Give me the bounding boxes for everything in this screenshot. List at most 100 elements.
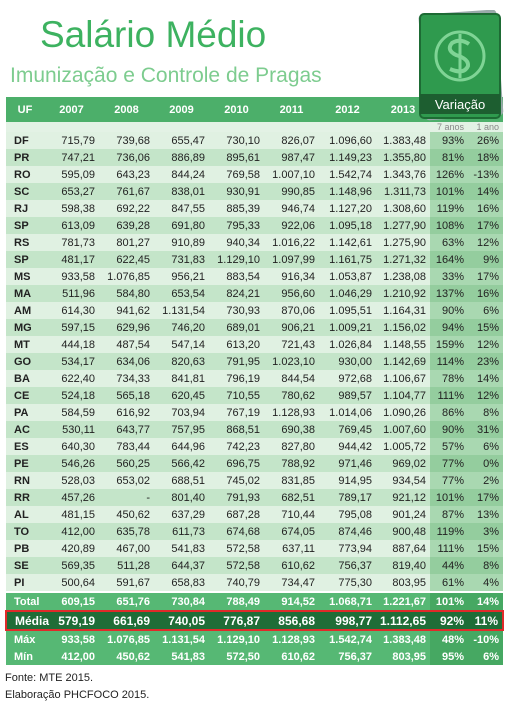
cell: 1.007,10 (264, 166, 319, 183)
summary-row: Total 609,15 651,76 730,84 788,49 914,52 1.068… (6, 593, 503, 611)
cell: 826,07 (264, 132, 319, 149)
cell: 886,89 (154, 149, 209, 166)
cell: 901,24 (376, 506, 430, 523)
cell: 944,42 (319, 438, 376, 455)
cell: 696,75 (209, 455, 264, 472)
row-label: RN (6, 472, 44, 489)
row-label: AC (6, 421, 44, 438)
cell: 721,43 (264, 336, 319, 353)
cell: 0% (468, 455, 503, 472)
cell: 922,06 (264, 217, 319, 234)
data-row: MS 933,58 1.076,85 956,21 883,54 916,34 1.053,… (6, 268, 503, 285)
cell: 63% (430, 234, 468, 251)
cell: 740,05 (154, 610, 209, 631)
cell: 796,19 (209, 370, 264, 387)
cell: 756,37 (319, 648, 376, 665)
cell: 3% (468, 523, 503, 540)
cell: 1.142,61 (319, 234, 376, 251)
cell: 1.156,02 (376, 319, 430, 336)
cell: 560,25 (99, 455, 154, 472)
data-row: RR 457,26-801,40 791,93 682,51 789,17 921,12 1… (6, 489, 503, 506)
data-row: ES 640,30 783,44 644,96 742,23 827,80 944,42 1.… (6, 438, 503, 455)
cell: 687,28 (209, 506, 264, 523)
footer-credit: Elaboração PHCFOCO 2015. (5, 689, 150, 701)
row-label: MT (6, 336, 44, 353)
cell: 565,18 (99, 387, 154, 404)
cell: 887,64 (376, 540, 430, 557)
data-row: RS 781,73 801,27 910,89 940,34 1.016,22 1.142,… (6, 234, 503, 251)
cell: 637,29 (154, 506, 209, 523)
cell: 946,74 (264, 200, 319, 217)
cell: 101% (430, 593, 468, 611)
cell: 57% (430, 438, 468, 455)
cell: 910,89 (154, 234, 209, 251)
cell: 1.277,90 (376, 217, 430, 234)
cell: 164% (430, 251, 468, 268)
cell: 1.161,75 (319, 251, 376, 268)
cell: 444,18 (44, 336, 99, 353)
cell: 595,09 (44, 166, 99, 183)
cell: 789,17 (319, 489, 376, 506)
cell: 412,00 (44, 523, 99, 540)
cell: 1.129,10 (209, 251, 264, 268)
subheader-cell (154, 122, 209, 132)
cell: 730,84 (154, 593, 209, 611)
cell: 803,95 (376, 574, 430, 591)
row-label: AL (6, 506, 44, 523)
cell: 610,62 (264, 648, 319, 665)
cell: 1.271,32 (376, 251, 430, 268)
cell: 930,00 (319, 353, 376, 370)
cell: 688,51 (154, 472, 209, 489)
cell: 934,54 (376, 472, 430, 489)
cell: 838,01 (154, 183, 209, 200)
cell: 620,45 (154, 387, 209, 404)
data-row: PR 747,21 736,06 886,89 895,61 987,47 1.149,23… (6, 149, 503, 166)
subheader-cell (99, 122, 154, 132)
cell: 941,62 (99, 302, 154, 319)
cell: 541,83 (154, 648, 209, 665)
spacer (44, 591, 99, 593)
cell: 108% (430, 217, 468, 234)
subheader-cell (264, 122, 319, 132)
cell: 644,96 (154, 438, 209, 455)
cell: 16% (468, 285, 503, 302)
cell: 610,62 (264, 557, 319, 574)
row-label: SP (6, 217, 44, 234)
cell: 159% (430, 336, 468, 353)
cell: 598,38 (44, 200, 99, 217)
cell: 1.148,55 (376, 336, 430, 353)
cell: 788,49 (209, 593, 264, 611)
header-cell: 2011 (264, 97, 319, 122)
cell: 487,54 (99, 336, 154, 353)
data-row: BA 622,40 734,33 841,81 796,19 844,54 972,68 1.… (6, 370, 503, 387)
cell: 44% (430, 557, 468, 574)
cell: 651,76 (99, 593, 154, 611)
cell: 14% (468, 183, 503, 200)
cell: 682,51 (264, 489, 319, 506)
header-cell: 2009 (154, 97, 209, 122)
cell: 611,73 (154, 523, 209, 540)
cell: 16% (468, 200, 503, 217)
cell: 637,11 (264, 540, 319, 557)
row-label: PB (6, 540, 44, 557)
cell: 81% (430, 149, 468, 166)
cell: 933,58 (44, 630, 99, 648)
cell: 528,03 (44, 472, 99, 489)
cell: 820,63 (154, 353, 209, 370)
cell: 1.308,60 (376, 200, 430, 217)
cell: 731,83 (154, 251, 209, 268)
cell: 916,34 (264, 268, 319, 285)
cell: 921,12 (376, 489, 430, 506)
data-row: PE 546,26 560,25 566,42 696,75 788,92 971,46 96… (6, 455, 503, 472)
subheader-cell (209, 122, 264, 132)
cell: 8% (468, 404, 503, 421)
badge-label: Variação (434, 97, 486, 112)
cell: 775,30 (319, 574, 376, 591)
cell: 776,87 (209, 610, 264, 631)
cell: 572,50 (209, 648, 264, 665)
data-row: CE 524,18 565,18 620,45 710,55 780,62 989,57 1.… (6, 387, 503, 404)
data-row: GO 534,17 634,06 820,63 791,95 1.023,10 930,00… (6, 353, 503, 370)
cell: 119% (430, 523, 468, 540)
summary-row: Média 579,19 661,69 740,05 776,87 856,68 998,7… (5, 610, 504, 631)
row-label: SP (6, 251, 44, 268)
